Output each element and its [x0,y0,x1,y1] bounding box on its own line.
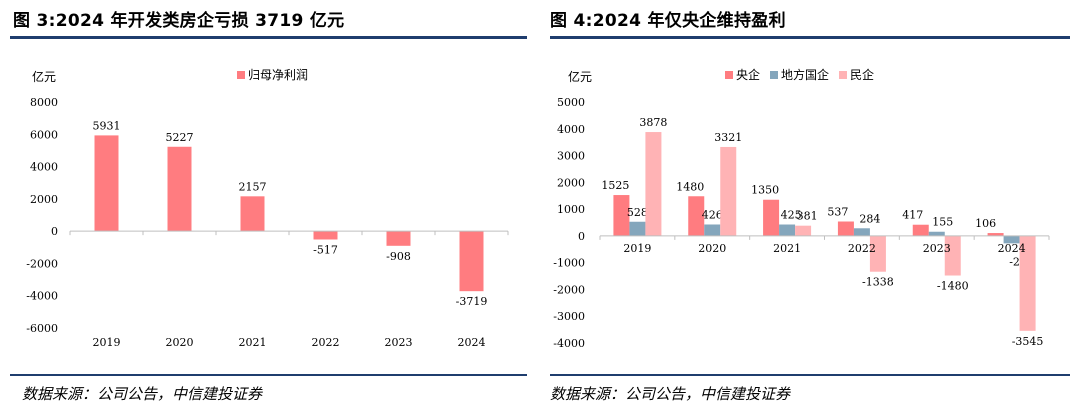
left-data-label-2024-0: -3719 [456,295,488,308]
right-legend-label-1: 地方国企 [781,67,829,82]
right-x-tick-label: 2023 [923,242,951,255]
left-y-tick-label: 8000 [30,96,58,109]
right-bar-2024-2 [1019,235,1036,331]
right-y-tick-label: -4000 [553,337,585,350]
right-data-label-2022-1: 284 [859,212,880,225]
left-data-label-2019-0: 5931 [93,119,121,132]
right-bar-2022-0 [837,221,854,236]
left-y-tick-label: -2000 [26,257,58,270]
left-x-tick-label: 2020 [166,336,194,349]
right-bar-2023-1 [928,231,945,236]
right-legend-label-2: 民企 [850,67,874,82]
right-figure-title: 图 4:2024 年仅央企维持盈利 [550,11,786,31]
right-y-tick-label: 4000 [557,123,585,136]
left-y-tick-label: 4000 [30,161,58,174]
left-y-tick-label: 0 [51,225,58,238]
left-title-rule [10,36,527,39]
right-bar-2021-2 [795,225,812,236]
right-data-label-2021-1: 425 [781,209,802,222]
right-data-label-2019-0: 1525 [601,179,629,192]
left-x-tick-label: 2021 [239,336,267,349]
right-y-tick-label: 0 [578,230,585,243]
left-bar-2020-0 [167,146,192,232]
right-bar-2022-1 [853,228,870,236]
left-y-tick-label: -6000 [26,322,58,335]
right-bar-2024-0 [987,233,1004,236]
right-data-label-2023-0: 417 [902,209,923,222]
right-y-tick-label: 1000 [557,203,585,216]
right-y-tick-label: 2000 [557,176,585,189]
right-title-rule [550,36,1070,39]
right-bar-2019-1 [629,221,646,236]
left-bar-2022-0 [313,231,338,240]
left-y-tick-label: -4000 [26,290,58,303]
right-y-tick-label: 5000 [557,96,585,109]
right-bar-2020-2 [720,146,737,236]
right-data-label-2019-1: 528 [627,206,648,219]
right-bar-2019-0 [613,195,630,236]
left-legend-swatch-0 [237,71,245,79]
right-bar-2020-1 [704,224,721,236]
left-bar-2019-0 [94,135,119,232]
right-data-label-2021-2: 381 [797,210,818,223]
left-data-label-2023-0: -908 [386,250,411,263]
right-y-tick-label: -2000 [553,283,585,296]
right-bar-2021-0 [763,199,780,236]
right-legend-swatch-1 [770,71,778,79]
right-x-tick-label: 2019 [623,242,651,255]
right-legend-swatch-0 [725,71,733,79]
right-y-tick-label: 3000 [557,150,585,163]
right-x-tick-label: 2020 [698,242,726,255]
right-legend-swatch-2 [839,71,847,79]
left-x-tick-label: 2024 [458,336,486,349]
right-y-tick-label: -3000 [553,310,585,323]
right-bar-2019-2 [645,132,662,236]
left-data-label-2021-0: 2157 [239,180,267,193]
left-source-note: 数据来源：公司公告，中信建投证券 [22,385,263,403]
left-bar-chart: 亿元 8000 6000 4000 2000 0 -2000 -4000 -6000 归母净利润 5… [26,68,509,349]
right-legend-label-0: 央企 [736,67,760,82]
right-bottom-rule [550,374,1070,376]
left-x-tick-label: 2023 [385,336,413,349]
left-bottom-rule [10,374,527,376]
right-bar-2022-2 [869,235,886,272]
left-x-tick-label: 2019 [93,336,121,349]
right-data-label-2022-2: -1338 [862,276,894,289]
right-data-label-2020-0: 1480 [676,180,704,193]
right-data-label-2022-0: 537 [827,206,848,219]
right-data-label-2023-2: -1480 [937,280,969,293]
left-bar-2024-0 [459,231,484,292]
right-source-note: 数据来源：公司公告，中信建投证券 [550,385,791,403]
right-x-tick-label: 2022 [848,242,876,255]
left-y-tick-label: 6000 [30,128,58,141]
right-bar-2021-1 [779,224,796,236]
right-x-tick-label: 2021 [773,242,801,255]
right-figure-panel: 图 4:2024 年仅央企维持盈利 亿元 5000 4000 3000 2000 1000… [540,0,1070,410]
right-data-label-2024-2: -3545 [1012,335,1044,348]
left-y-unit-label: 亿元 [32,69,56,84]
left-data-label-2020-0: 5227 [166,131,194,144]
right-data-label-2019-2: 3878 [639,116,667,129]
left-bar-2023-0 [386,231,411,246]
left-bar-2021-0 [240,196,265,232]
left-x-tick-label: 2022 [312,336,340,349]
left-figure-panel: 图 3:2024 年开发类房企亏损 3719 亿元 亿元 8000 6000 4000… [0,0,527,410]
left-y-tick-label: 2000 [30,193,58,206]
right-data-label-2021-0: 1350 [751,184,779,197]
right-bar-2024-1 [1003,235,1020,244]
right-bar-chart: 亿元 5000 4000 3000 2000 1000 0 -1000 -2000 -3000 -4… [553,67,1050,350]
right-bar-2023-0 [912,224,929,236]
left-data-label-2022-0: -517 [313,243,338,256]
left-legend-label-0: 归母净利润 [248,68,308,82]
right-y-tick-label: -1000 [553,257,585,270]
right-data-label-2024-0: 106 [975,217,996,230]
right-bar-2023-2 [944,235,961,276]
right-data-label-2020-1: 426 [702,208,723,221]
right-bar-2020-0 [688,196,705,236]
right-y-unit-label: 亿元 [568,69,592,84]
right-data-label-2020-2: 3321 [714,131,742,144]
right-x-tick-label: 2024 [998,242,1026,255]
right-data-label-2023-1: 155 [932,216,953,229]
left-figure-title: 图 3:2024 年开发类房企亏损 3719 亿元 [13,11,345,31]
